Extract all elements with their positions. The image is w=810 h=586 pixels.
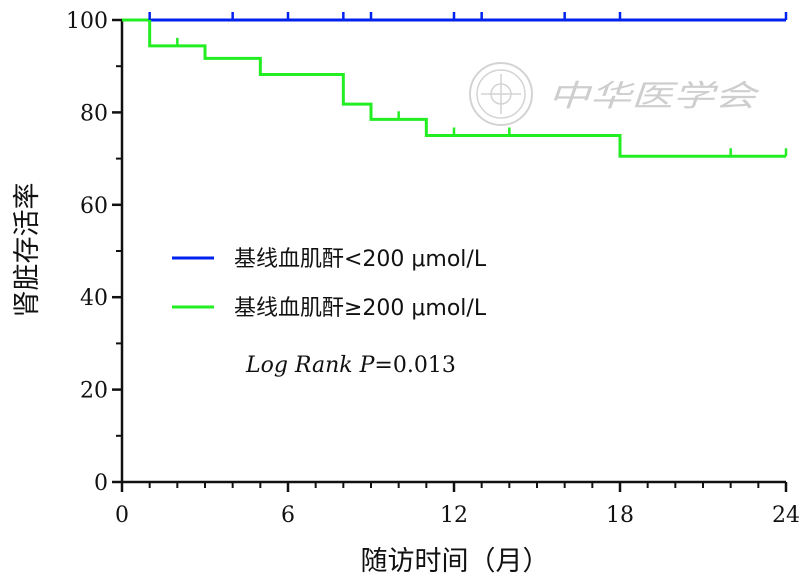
y-tick-label: 40 [80,286,108,311]
legend-label-series-0: 基线血肌酐<200 μmol/L [234,247,487,272]
axes: 0 20 40 60 80 100 0 6 12 18 24 [66,9,800,528]
log-rank-annotation: Log Rank P=0.013 [245,353,456,378]
y-axis-title: 肾脏存活率 [12,183,43,318]
y-tick-label: 60 [80,194,108,219]
legend-label-series-1: 基线血肌酐≥200 μmol/L [234,296,487,321]
seal-emblem-icon [469,62,533,126]
watermark: 中华医学会 [469,62,760,126]
log-rank-label: Log Rank P [245,353,376,378]
y-tick-label: 20 [80,379,108,404]
x-tick-label: 24 [772,503,800,528]
y-tick-label: 80 [80,101,108,126]
y-tick-label: 100 [66,9,108,34]
censor-marks [148,12,788,157]
x-tick-label: 18 [606,503,634,528]
legend: 基线血肌酐<200 μmol/L 基线血肌酐≥200 μmol/L [172,247,487,321]
y-tick-label: 0 [94,471,108,496]
x-axis-title: 随访时间（月） [361,546,550,577]
watermark-text: 中华医学会 [548,79,760,114]
x-tick-label: 12 [440,503,468,528]
x-tick-label: 6 [281,503,295,528]
log-rank-value: =0.013 [374,353,455,378]
x-tick-label: 0 [115,503,129,528]
